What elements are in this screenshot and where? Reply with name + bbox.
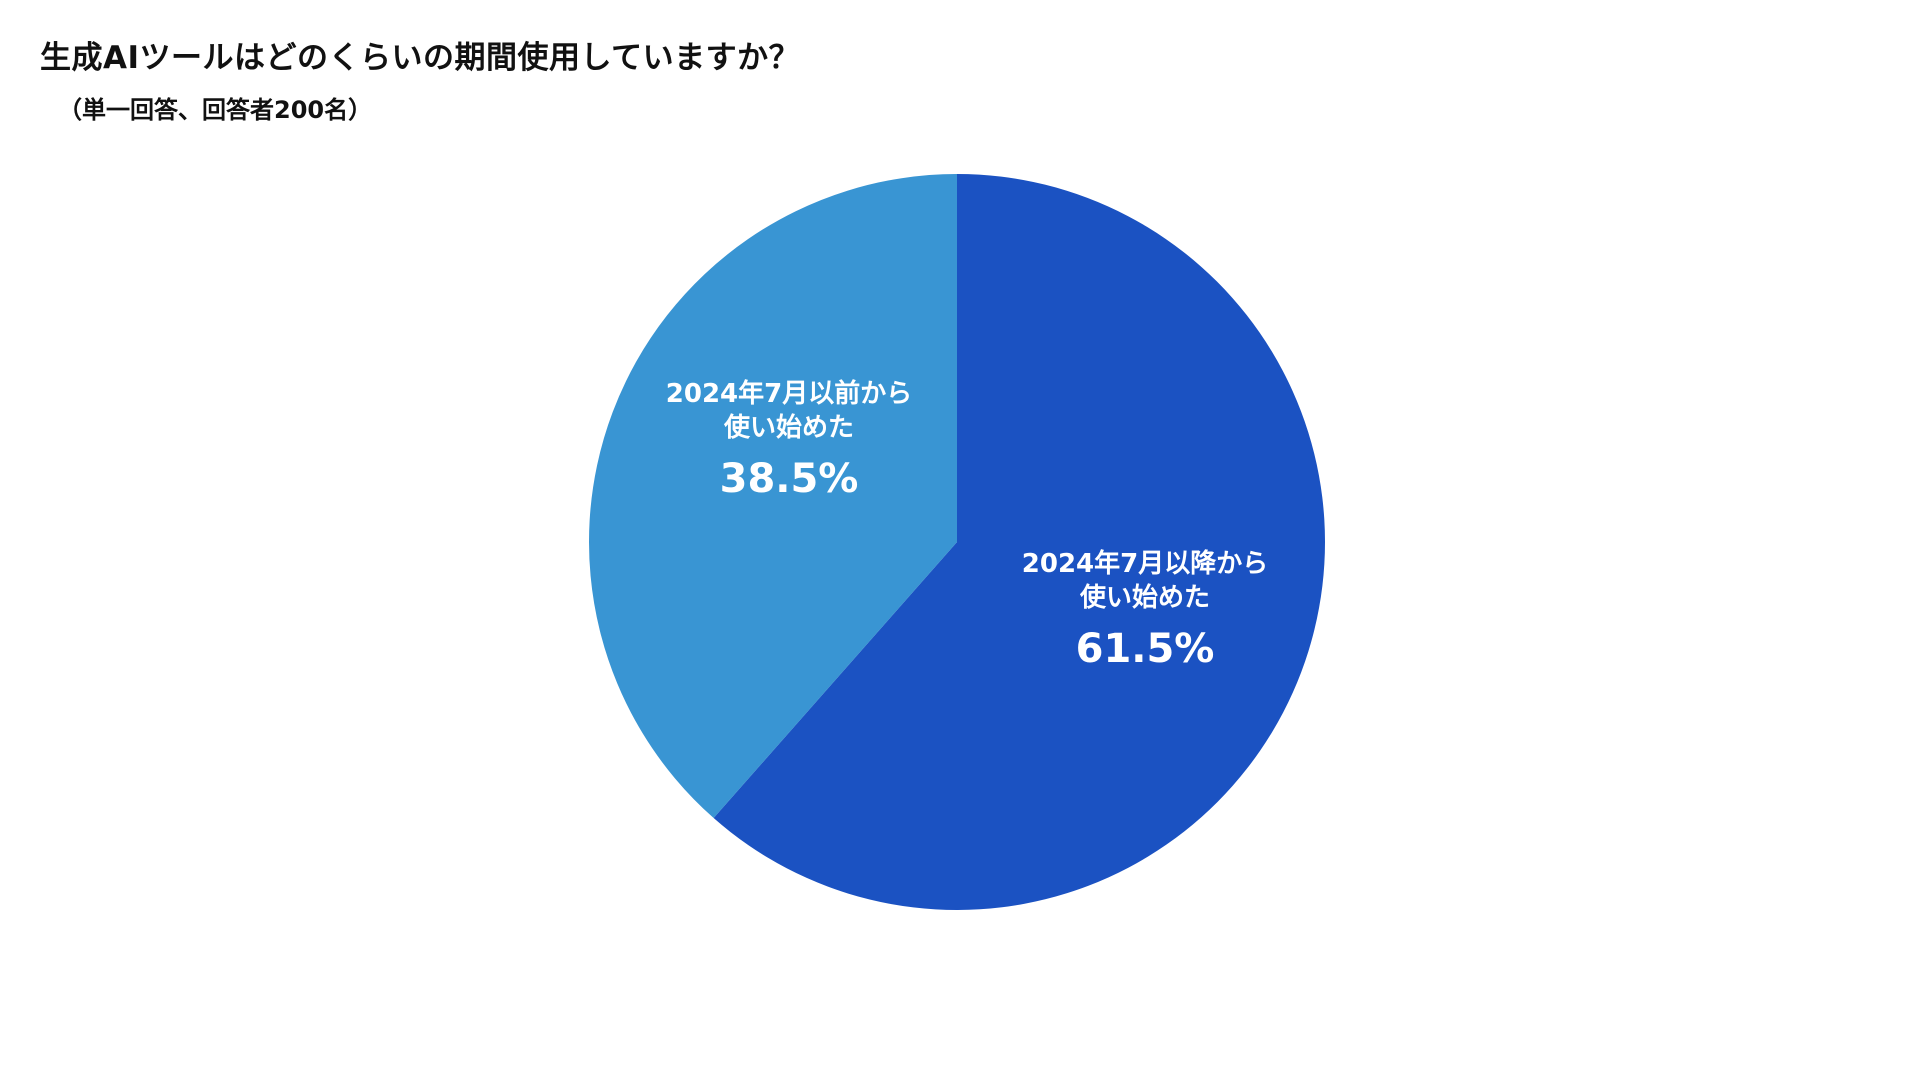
slice-1-value-label: 38.5% xyxy=(720,456,859,502)
chart-title: 生成AIツールはどのくらいの期間使用していますか？ xyxy=(40,40,801,76)
pie-slice-1 xyxy=(588,174,957,819)
slice-1-label-line-0: 2024年7月以前から xyxy=(666,378,912,409)
slice-0-label-line-0: 2024年7月以降から xyxy=(1022,548,1268,579)
pie-slice-0 xyxy=(713,174,1325,910)
slice-0-value-label: 61.5% xyxy=(1076,626,1215,672)
slice-0-label-line-1: 使い始めた xyxy=(1079,583,1210,613)
slice-1-label-line-1: 使い始めた xyxy=(723,413,854,443)
chart-subtitle: （単一回答、回答者200名） xyxy=(58,96,373,124)
